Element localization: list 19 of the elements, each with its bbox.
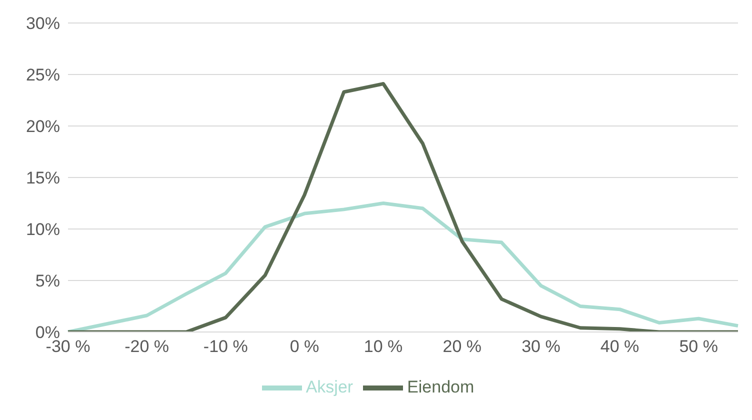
y-tick-label: 20% [26, 117, 60, 136]
y-tick-label: 30% [26, 14, 60, 34]
y-tick-label: 15% [26, 168, 60, 188]
y-tick-label: 5% [35, 272, 60, 291]
x-tick-label: -10 % [203, 337, 248, 356]
x-tick-label: -30 % [46, 337, 90, 356]
x-tick-label: 40 % [600, 337, 640, 356]
x-tick-label: 0 % [290, 337, 320, 356]
y-tick-label: 10% [26, 220, 60, 240]
x-tick-label: 30 % [522, 337, 560, 356]
x-tick-label: 10 % [364, 337, 403, 356]
line-series [66, 82, 740, 332]
x-tick-label: 20 % [442, 337, 482, 356]
line-series [66, 202, 740, 332]
x-tick-label: 50 % [679, 337, 718, 356]
x-tick-label: -20 % [124, 337, 170, 356]
legend-label: Eiendom [407, 377, 474, 396]
legend-label: Aksjer [306, 377, 354, 396]
y-tick-label: 25% [26, 66, 60, 85]
